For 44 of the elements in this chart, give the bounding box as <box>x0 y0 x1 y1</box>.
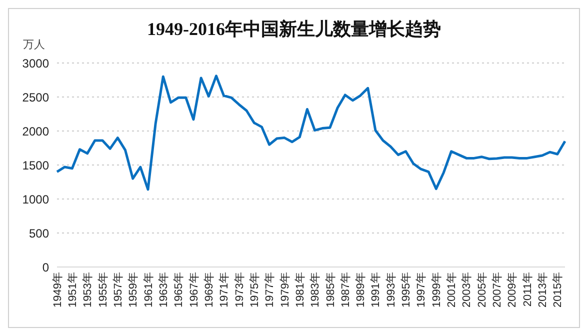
x-tick-label: 1991年 <box>370 272 382 308</box>
x-tick-label: 1949年 <box>52 272 64 308</box>
y-axis-title: 万人 <box>23 38 45 52</box>
y-tick-label: 0 <box>42 260 50 274</box>
x-tick-label: 1967年 <box>188 272 200 308</box>
x-tick-label: 1957年 <box>112 272 124 308</box>
x-tick-label: 1977年 <box>264 272 276 308</box>
x-tick-label: 1969年 <box>203 272 216 308</box>
x-tick-label: 1959年 <box>128 272 140 308</box>
y-tick-label: 2000 <box>22 124 50 138</box>
x-tick-label: 1993年 <box>385 272 398 308</box>
x-tick-label: 1999年 <box>430 272 443 308</box>
x-tick-label: 1953年 <box>82 272 94 308</box>
x-tick-label: 2011年 <box>522 272 534 307</box>
x-tick-label: 1951年 <box>66 272 79 308</box>
x-tick-label: 1973年 <box>234 272 246 308</box>
x-tick-label: 2003年 <box>461 272 474 308</box>
x-tick-label: 1981年 <box>294 272 306 308</box>
y-tick-label: 2500 <box>22 90 50 104</box>
x-tick-label: 2015年 <box>552 272 564 308</box>
y-tick-label: 500 <box>28 226 50 240</box>
x-tick-label: 2001年 <box>446 272 458 308</box>
x-tick-label: 1985年 <box>324 272 337 308</box>
x-tick-label: 1961年 <box>142 272 155 308</box>
chart-title: 1949-2016年中国新生儿数量增长趋势 <box>147 19 441 39</box>
y-tick-label: 3000 <box>22 56 50 70</box>
x-tick-label: 2007年 <box>492 272 504 308</box>
x-tick-label: 1979年 <box>279 272 292 308</box>
line-series <box>56 74 566 191</box>
x-tick-label: 1975年 <box>248 272 261 308</box>
x-tick-label: 2009年 <box>506 272 519 308</box>
x-tick-label: 2005年 <box>476 272 488 308</box>
y-tick-label: 1500 <box>22 158 50 172</box>
x-tick-label: 1995年 <box>400 272 413 308</box>
x-tick-label: 1965年 <box>173 272 186 308</box>
x-tick-label: 1963年 <box>158 272 170 308</box>
x-tick-label: 1971年 <box>218 272 231 308</box>
x-tick-label: 1997年 <box>416 272 428 308</box>
x-tick-label: 1989年 <box>355 272 368 308</box>
x-tick-label: 2013年 <box>537 272 550 308</box>
x-tick-label: 1955年 <box>97 272 110 308</box>
y-tick-label: 1000 <box>22 192 50 206</box>
x-tick-label: 1987年 <box>340 272 352 308</box>
x-tick-label: 1983年 <box>310 272 322 308</box>
